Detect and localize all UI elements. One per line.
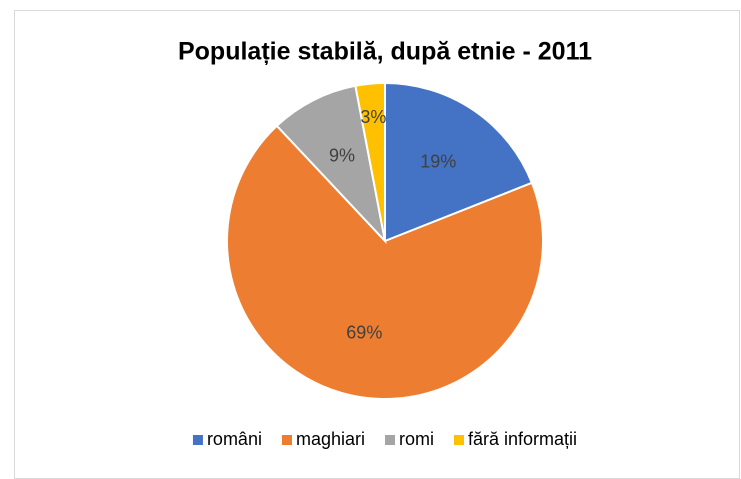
data-label: 3% [360, 107, 386, 127]
legend-label: maghiari [296, 429, 365, 449]
pie-slice [354, 81, 386, 242]
legend-swatch [192, 435, 203, 445]
chart-title: Populație stabilă, după etnie - 2011 [178, 38, 592, 66]
data-label: 69% [346, 322, 382, 342]
legend-swatch [281, 435, 292, 445]
pie-slice [226, 124, 544, 400]
pie-slice [275, 84, 387, 245]
data-label: 19% [420, 151, 456, 171]
legend-label: romi [399, 429, 434, 449]
legend-swatch [385, 435, 396, 445]
data-label: 9% [329, 145, 355, 165]
pie-slice [384, 81, 534, 243]
legend-label: fără informații [468, 429, 577, 449]
legend-label: români [207, 429, 262, 449]
legend-swatch [454, 435, 465, 445]
